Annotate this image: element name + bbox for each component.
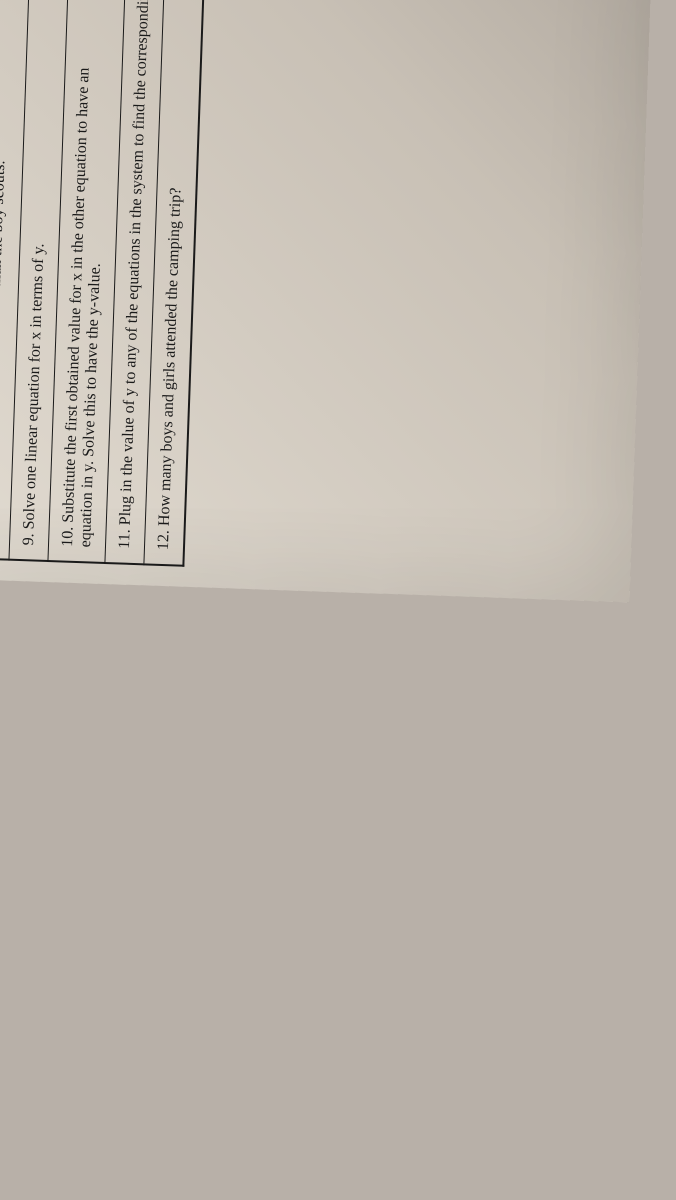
worksheet-table: B. Solve by substitution. A group of 48 … bbox=[0, 0, 232, 567]
q12-text: 12. How many boys and girls attended the… bbox=[155, 0, 201, 550]
